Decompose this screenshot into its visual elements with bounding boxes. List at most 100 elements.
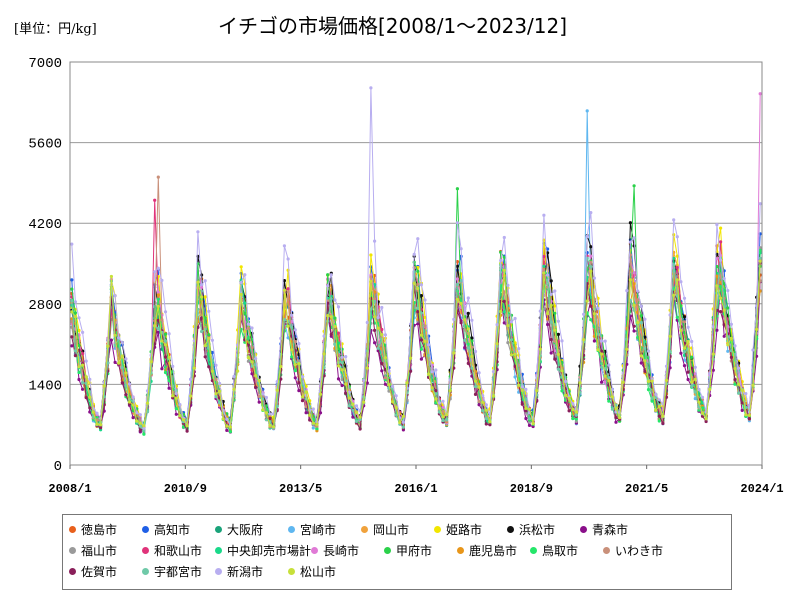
data-point <box>722 277 726 281</box>
data-point <box>380 327 384 332</box>
data-point <box>524 406 528 410</box>
data-point <box>643 346 647 350</box>
data-point <box>387 383 391 387</box>
data-point <box>423 315 427 319</box>
data-point <box>246 326 250 330</box>
data-point <box>336 377 341 381</box>
legend-swatch <box>457 547 464 554</box>
data-point <box>600 339 604 343</box>
data-point <box>553 289 557 293</box>
data-point <box>167 379 171 383</box>
data-point <box>636 321 640 325</box>
data-point <box>686 377 690 382</box>
data-point <box>268 412 272 416</box>
legend-label: 中央卸売市場計 <box>227 544 311 558</box>
data-point <box>441 415 445 419</box>
data-point <box>542 254 546 259</box>
data-point <box>441 418 445 423</box>
data-point <box>232 387 236 391</box>
legend-label: 姫路市 <box>446 523 483 537</box>
data-point <box>354 410 359 415</box>
data-point <box>286 324 290 328</box>
data-point <box>181 425 186 429</box>
data-point <box>419 311 423 315</box>
data-point <box>589 265 593 269</box>
data-point <box>127 382 132 386</box>
data-point <box>758 246 762 250</box>
data-point <box>632 236 636 240</box>
data-point <box>603 374 607 378</box>
data-point <box>527 417 532 421</box>
data-point <box>654 392 658 396</box>
data-point <box>106 344 110 348</box>
data-point <box>282 279 286 283</box>
data-point <box>95 416 99 420</box>
data-point <box>70 278 74 282</box>
data-point <box>398 420 402 425</box>
data-point <box>603 357 607 361</box>
data-point <box>567 409 571 413</box>
data-point <box>200 295 204 299</box>
data-point <box>347 404 351 408</box>
data-point <box>502 310 506 314</box>
data-point <box>434 389 438 393</box>
data-point <box>639 361 643 365</box>
data-point <box>542 213 546 217</box>
data-point <box>279 364 283 369</box>
data-point <box>484 422 488 426</box>
data-point <box>509 320 514 324</box>
legend-item: いわき市 <box>603 540 676 561</box>
legend-label: 宇都宮市 <box>154 565 203 579</box>
data-point <box>441 399 445 403</box>
data-point <box>99 423 103 427</box>
data-point <box>729 322 734 326</box>
data-point <box>672 218 676 222</box>
data-point <box>174 391 178 396</box>
data-point <box>509 353 514 357</box>
data-point <box>672 263 676 267</box>
data-point <box>315 427 319 431</box>
data-point <box>73 349 77 353</box>
data-point <box>700 411 705 415</box>
data-point <box>502 268 506 272</box>
data-point <box>380 361 384 366</box>
data-point <box>329 332 333 336</box>
data-point <box>495 342 499 346</box>
data-point <box>228 425 232 429</box>
data-point <box>643 359 647 363</box>
data-point <box>200 283 204 287</box>
data-point <box>196 230 200 234</box>
legend-label: 青森市 <box>592 523 629 537</box>
data-point <box>210 379 214 383</box>
data-point <box>293 363 297 367</box>
legend-label: 岡山市 <box>373 523 410 537</box>
data-point <box>549 292 553 296</box>
data-point <box>740 401 744 405</box>
data-point <box>589 260 593 264</box>
data-point <box>441 406 445 410</box>
data-point <box>383 356 387 360</box>
data-point <box>311 407 315 411</box>
legend-swatch <box>215 547 222 554</box>
data-point <box>329 315 333 319</box>
data-point <box>308 413 312 417</box>
x-tick-label: 2024/1 <box>740 482 783 496</box>
data-point <box>340 377 344 382</box>
legend-swatch <box>69 526 76 533</box>
data-point <box>488 423 492 427</box>
data-point <box>603 339 607 343</box>
data-point <box>369 275 373 279</box>
data-point <box>740 408 744 412</box>
data-point <box>333 342 337 346</box>
legend-swatch <box>288 568 295 575</box>
data-point <box>715 264 719 269</box>
data-point <box>628 278 633 282</box>
data-point <box>625 347 629 351</box>
data-point <box>373 297 377 301</box>
data-point <box>719 310 723 314</box>
data-point <box>243 330 247 334</box>
data-point <box>700 406 705 410</box>
data-point <box>293 340 297 344</box>
data-point <box>401 414 405 418</box>
data-point <box>675 254 679 258</box>
